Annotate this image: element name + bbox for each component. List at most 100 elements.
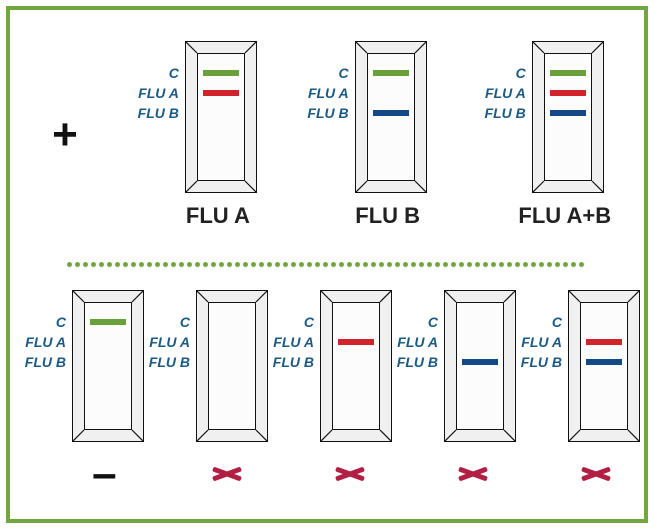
invalid-x-icon (213, 464, 241, 484)
divider-dot (131, 262, 136, 267)
divider-dot (171, 262, 176, 267)
divider-dot (107, 262, 112, 267)
divider-dot (139, 262, 144, 267)
negative-invalid-section: CFLU AFLU BCFLU AFLU BCFLU AFLU BCFLU AF… (20, 290, 634, 509)
divider-dot (339, 262, 344, 267)
line-label-c: C (180, 314, 190, 330)
result-line-b (373, 110, 409, 116)
divider-dot (99, 262, 104, 267)
result-line-a (586, 339, 622, 345)
line-label-b: FLU B (149, 354, 190, 370)
line-label-c: C (552, 314, 562, 330)
divider-dot (155, 262, 160, 267)
divider-dot (411, 262, 416, 267)
cassette-body (320, 290, 392, 442)
positive-cassettes-row: CFLU AFLU BFLU ACFLU AFLU BFLU BCFLU AFL… (110, 41, 634, 229)
cassette-bevel (355, 41, 427, 193)
divider-dot (331, 262, 336, 267)
divider-dot (67, 262, 72, 267)
divider-dot (355, 262, 360, 267)
divider-dot (275, 262, 280, 267)
line-label-c: C (56, 314, 66, 330)
test-cassette: CFLU AFLU BFLU B (303, 41, 427, 229)
invalid-x-icon (582, 464, 610, 484)
result-line-b (550, 110, 586, 116)
divider-dot (467, 262, 472, 267)
bottom-cassettes-row: CFLU AFLU BCFLU AFLU BCFLU AFLU BCFLU AF… (20, 290, 634, 442)
divider-dot (203, 262, 208, 267)
divider-dot (403, 262, 408, 267)
divider-dot (419, 262, 424, 267)
divider-dot (91, 262, 96, 267)
divider-dot (323, 262, 328, 267)
invalid-x-icon (459, 464, 487, 484)
divider-dot (163, 262, 168, 267)
divider-dot (539, 262, 544, 267)
cassette-body (568, 290, 640, 442)
test-cassette: CFLU AFLU B (516, 290, 640, 442)
divider-dot (115, 262, 120, 267)
line-labels: CFLU AFLU B (516, 290, 562, 442)
divider-dot (291, 262, 296, 267)
minus-icon: – (92, 449, 116, 499)
divider-dot (299, 262, 304, 267)
divider-dot (515, 262, 520, 267)
divider-dot (531, 262, 536, 267)
positive-symbol-cell: + (20, 59, 110, 211)
line-label-c: C (516, 65, 526, 81)
result-line-a (203, 90, 239, 96)
test-cassette: CFLU AFLU BFLU A (133, 41, 257, 229)
divider-dot (547, 262, 552, 267)
divider-dot (459, 262, 464, 267)
cassette-bevel (185, 41, 257, 193)
divider-dot (123, 262, 128, 267)
divider-dot (235, 262, 240, 267)
cassette-bevel (568, 290, 640, 442)
line-label-b: FLU B (485, 105, 526, 121)
divider-dot (451, 262, 456, 267)
divider-dot (347, 262, 352, 267)
result-line-a (550, 90, 586, 96)
test-cassette: CFLU AFLU B (20, 290, 144, 442)
cassette-body (185, 41, 257, 193)
cassette-bevel (196, 290, 268, 442)
divider-dot (363, 262, 368, 267)
divider-dot (251, 262, 256, 267)
cassette-bevel (532, 41, 604, 193)
test-cassette: CFLU AFLU B (144, 290, 268, 442)
divider-dot (499, 262, 504, 267)
result-symbols-row: – (20, 454, 634, 494)
cassette-caption: FLU A+B (518, 203, 611, 229)
divider-dot (211, 262, 216, 267)
line-label-a: FLU A (397, 334, 438, 350)
divider-dot (259, 262, 264, 267)
divider-dot (555, 262, 560, 267)
cassette-bevel (444, 290, 516, 442)
line-label-c: C (304, 314, 314, 330)
divider-dot (219, 262, 224, 267)
divider-dot (83, 262, 88, 267)
line-label-b: FLU B (397, 354, 438, 370)
cassette-caption: FLU A (186, 203, 250, 229)
cassette-body (532, 41, 604, 193)
result-line-c (550, 70, 586, 76)
cassette-bevel (320, 290, 392, 442)
line-label-a: FLU A (273, 334, 314, 350)
result-line-b (586, 359, 622, 365)
result-line-c (90, 319, 126, 325)
result-line-c (203, 70, 239, 76)
divider-dot (243, 262, 248, 267)
divider-dot (571, 262, 576, 267)
line-label-c: C (428, 314, 438, 330)
cassette-body (444, 290, 516, 442)
divider-dot (379, 262, 384, 267)
line-labels: CFLU AFLU B (303, 41, 349, 193)
line-labels: C FLU A FLU B (392, 290, 438, 442)
divider-dot (187, 262, 192, 267)
line-label-b: FLU B (138, 105, 179, 121)
divider-dot (75, 262, 80, 267)
section-divider-dots (28, 262, 626, 267)
divider-dot (267, 262, 272, 267)
cassette-bevel (72, 290, 144, 442)
divider-dot (395, 262, 400, 267)
